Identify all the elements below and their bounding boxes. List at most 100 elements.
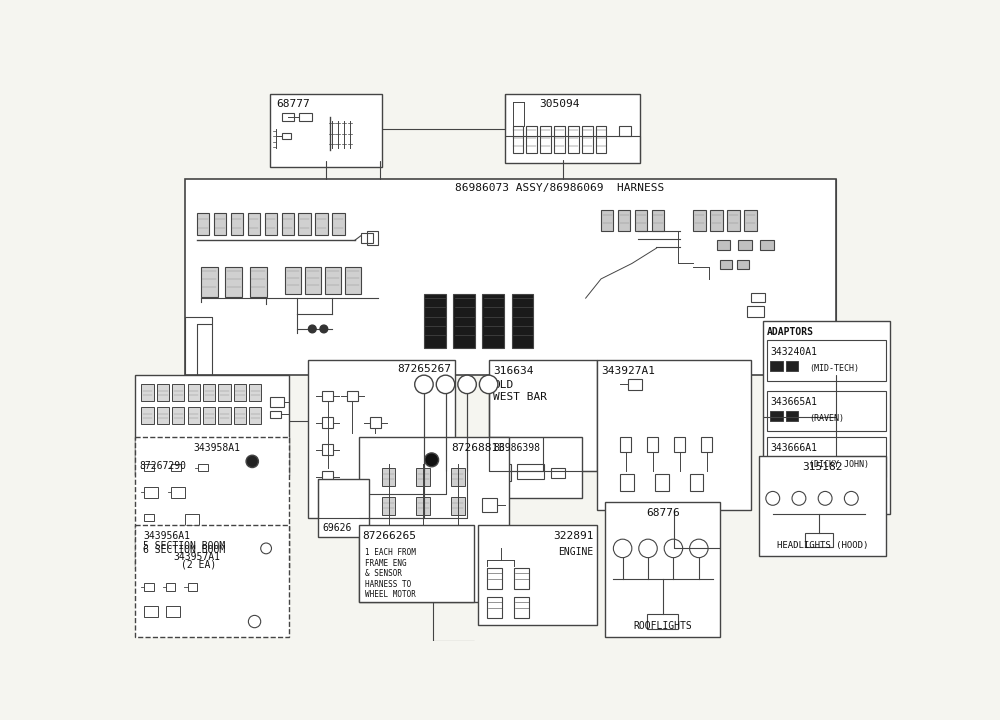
Bar [701,437,712,452]
Bar [690,474,703,490]
Bar [248,213,260,235]
Bar [332,213,345,235]
Bar [225,267,242,297]
Bar [197,213,209,235]
Bar [551,467,565,478]
Bar [744,210,757,231]
Bar [514,597,529,618]
Bar [249,384,261,401]
Text: 316634: 316634 [493,366,534,376]
Bar [451,526,465,544]
Bar [597,360,751,510]
Bar [382,467,395,486]
Bar [751,293,765,302]
Bar [367,231,378,245]
Bar [144,535,154,543]
Bar [526,127,537,153]
Bar [270,94,382,167]
Circle shape [436,375,455,394]
Text: 68776: 68776 [646,508,680,518]
Bar [487,597,502,618]
Bar [628,379,642,390]
Text: WEST BAR: WEST BAR [493,392,547,402]
Circle shape [320,325,328,333]
Bar [249,408,261,424]
Bar [786,361,798,372]
Bar [141,408,154,424]
Bar [322,444,333,455]
Bar [172,408,184,424]
Text: 343240A1: 343240A1 [770,346,817,356]
Bar [655,474,669,490]
Bar [203,384,215,401]
Bar [171,487,185,498]
Bar [166,606,180,617]
Text: 6 SECTION BOOM: 6 SECTION BOOM [143,545,225,555]
Circle shape [479,375,498,394]
Circle shape [246,455,258,467]
Bar [805,533,833,547]
Bar [135,375,289,475]
Bar [747,306,764,317]
Bar [185,179,836,375]
Bar [759,456,886,556]
Bar [737,260,749,269]
Text: C: C [443,383,448,393]
Bar [203,408,215,424]
Bar [270,397,284,408]
Bar [451,555,465,574]
Bar [298,213,311,235]
Bar [347,390,358,401]
Bar [157,384,169,401]
Text: 87266265: 87266265 [362,531,416,541]
Bar [767,341,886,381]
Text: 305094: 305094 [539,99,580,109]
Bar [250,267,267,297]
Bar [424,294,446,348]
Bar [198,464,208,472]
Bar [282,113,294,121]
Bar [582,127,593,153]
Bar [141,384,154,401]
Bar [478,526,597,626]
Bar [738,240,752,250]
Bar [234,384,246,401]
Bar [157,408,169,424]
Bar [517,464,544,479]
Circle shape [425,453,439,467]
Circle shape [458,375,476,394]
Bar [619,127,631,135]
Bar [285,267,301,294]
Text: 69626: 69626 [322,523,352,533]
Bar [482,537,497,551]
Bar [601,210,613,231]
Bar [770,456,783,467]
Bar [554,127,565,153]
Bar [760,240,774,250]
Bar [489,437,582,498]
Bar [185,535,199,546]
Bar [497,464,511,481]
Text: ENGINE: ENGINE [558,547,593,557]
Bar [385,449,398,461]
Bar [188,583,197,590]
Bar [144,514,154,521]
Bar [482,294,504,348]
Text: 87267290: 87267290 [139,462,186,472]
Bar [358,526,474,603]
Bar [540,127,551,153]
Text: (MID-TECH): (MID-TECH) [809,364,859,373]
Bar [416,497,430,516]
Bar [720,260,732,269]
Bar [144,487,158,498]
Bar [786,410,798,421]
Text: 343958A1: 343958A1 [193,443,240,453]
Text: (DICKY JOHN): (DICKY JOHN) [809,460,869,469]
Bar [322,472,333,482]
Text: A: A [486,383,492,393]
Text: 315182: 315182 [802,462,843,472]
Bar [767,437,886,477]
Text: 5 SECTION BOOM: 5 SECTION BOOM [143,541,225,551]
Bar [382,555,395,574]
Bar [635,210,647,231]
